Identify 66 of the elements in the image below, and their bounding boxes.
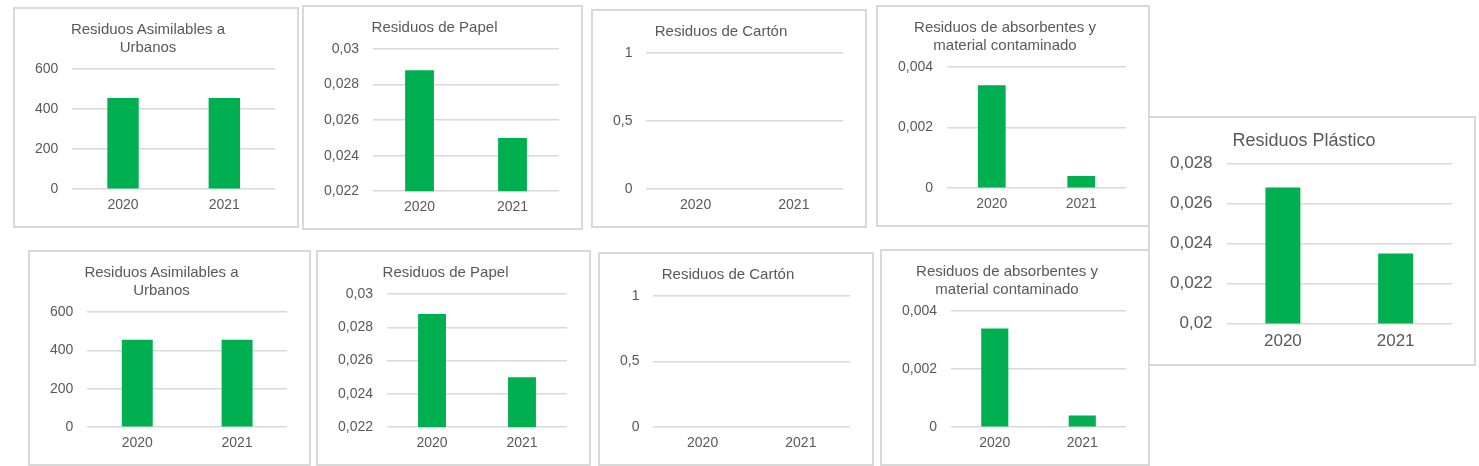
y-tick-label: 0,5 (619, 352, 640, 369)
y-tick-label: 0 (631, 418, 640, 435)
y-tick-label: 0,028 (1169, 153, 1213, 173)
y-tick-label: 0,028 (323, 75, 360, 92)
y-tick-label: 0,024 (323, 146, 360, 163)
chart-title: Residuos de Papel (382, 263, 509, 281)
x-tick-label: 2020 (1263, 331, 1302, 351)
x-tick-label: 2021 (506, 434, 538, 451)
y-tick-label: 0 (929, 418, 938, 435)
y-tick-label: 0,022 (323, 182, 360, 199)
y-tick-label: 0 (50, 180, 59, 197)
x-tick-label: 2020 (121, 434, 154, 451)
y-tick-label: 0,024 (337, 384, 374, 401)
text: Urbanos (133, 281, 190, 299)
chart-title: Residuos de Papel (371, 18, 498, 36)
x-tick-label: 2020 (976, 195, 1008, 212)
x-tick-label: 2021 (496, 198, 529, 215)
y-tick-label: 0,026 (323, 110, 360, 127)
y-tick-label: 0 (624, 180, 633, 197)
y-tick-label: 0,004 (897, 57, 934, 74)
y-tick-label: 200 (35, 139, 59, 156)
y-tick-label: 0 (65, 418, 74, 435)
chart-title: Residuos de Cartón (654, 22, 788, 40)
text: Urbanos (119, 38, 177, 56)
y-tick-label: 0,022 (1169, 273, 1213, 293)
x-tick-label: 2021 (1065, 195, 1098, 212)
y-tick-label: 1 (624, 43, 633, 60)
y-tick-label: 0,028 (337, 318, 374, 335)
x-tick-label: 2020 (687, 434, 719, 451)
x-tick-label: 2021 (1066, 434, 1099, 451)
text: Residuos de absorbentes y (916, 262, 1098, 280)
y-tick-label: 0,5 (612, 111, 633, 128)
y-tick-label: 0,026 (1169, 193, 1213, 213)
y-tick-label: 200 (50, 379, 74, 396)
y-tick-label: 0,026 (337, 351, 374, 368)
x-tick-label: 2020 (107, 196, 139, 213)
y-tick-label: 0,024 (1169, 233, 1213, 253)
x-tick-label: 2020 (403, 198, 436, 215)
y-tick-label: 0,002 (901, 359, 938, 376)
x-tick-label: 2021 (778, 196, 810, 213)
y-tick-label: 0,03 (345, 284, 374, 301)
y-tick-label: 600 (35, 59, 59, 76)
x-tick-label: 2021 (221, 434, 253, 451)
x-tick-label: 2020 (680, 196, 712, 213)
y-tick-label: 0,002 (897, 118, 934, 135)
x-tick-label: 2021 (208, 196, 241, 213)
chart-title: Residuos Plástico (1232, 129, 1376, 150)
y-tick-label: 1 (631, 286, 640, 303)
text: Residuos Asimilables a (70, 20, 226, 38)
text: Residuos de absorbentes y (914, 18, 1096, 36)
text: material contaminado (933, 36, 1077, 54)
y-tick-label: 400 (50, 341, 74, 358)
x-tick-label: 2021 (1376, 331, 1415, 351)
y-tick-label: 0,004 (901, 301, 938, 318)
y-tick-label: 0,02 (1179, 313, 1213, 333)
y-tick-label: 0,022 (337, 418, 374, 435)
x-tick-label: 2021 (785, 434, 817, 451)
x-tick-label: 2020 (979, 434, 1011, 451)
x-tick-label: 2020 (416, 434, 448, 451)
y-tick-label: 400 (35, 99, 59, 116)
y-tick-label: 0 (925, 179, 934, 196)
text: material contaminado (935, 280, 1079, 298)
chart-title: Residuos de Cartón (661, 265, 795, 283)
y-tick-label: 0,03 (331, 39, 360, 56)
text: Residuos Asimilables a (84, 263, 239, 281)
y-tick-label: 600 (50, 302, 74, 319)
